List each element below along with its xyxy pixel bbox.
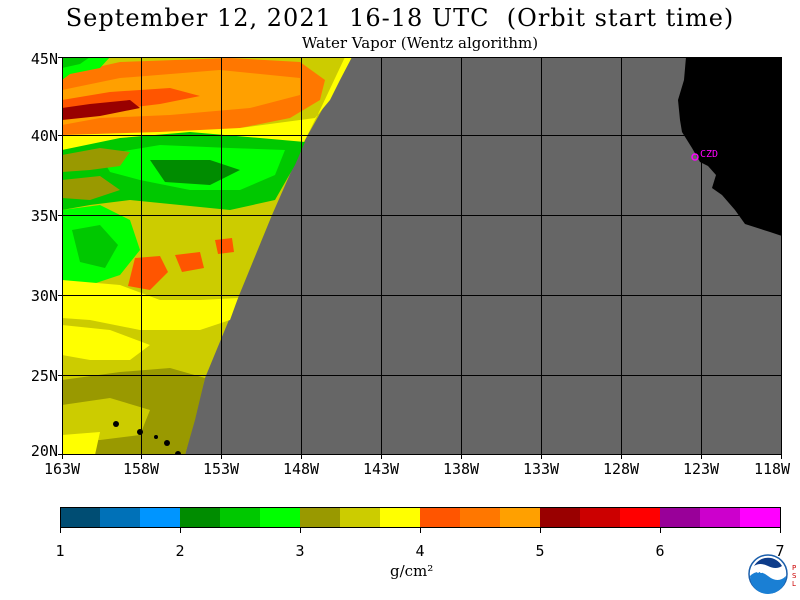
noaa-logo-text: NOAA [757,567,780,575]
color-scale-tick-label: 3 [295,542,305,560]
lon-label-148w: 148W [282,460,320,478]
lon-label-138w: 138W [442,460,480,478]
color-scale-tick-label: 7 [775,542,785,560]
lat-label-45n: 45N [30,50,58,68]
graticule [62,57,782,455]
land-mass [678,57,782,236]
station-czd-marker: CZD [691,149,718,161]
water-vapor-swath [62,57,352,455]
color-scale-units: g/cm² [390,562,434,580]
map-title: September 12, 2021 16-18 UTC (Orbit star… [65,4,735,32]
color-scale-tick-label: 6 [655,542,665,560]
lon-label-153w: 153W [202,460,240,478]
lat-label-30n: 30N [30,287,58,305]
noaa-logo: NOAA [748,554,788,594]
lon-label-118w: 118W [753,460,791,478]
map-subtitle: Water Vapor (Wentz algorithm) [301,34,539,52]
axis-ticks [58,57,782,459]
lon-label-143w: 143W [362,460,400,478]
lat-label-35n: 35N [30,207,58,225]
color-scale-tick-label: 4 [415,542,425,560]
map-frame [62,57,782,455]
color-scale-tick-label: 1 [55,542,65,560]
color-scale-tick-label: 2 [175,542,185,560]
lon-label-123w: 123W [682,460,720,478]
color-scale-tick-label: 5 [535,542,545,560]
lon-label-128w: 128W [602,460,640,478]
lon-label-133w: 133W [522,460,560,478]
lon-label-163w: 163W [43,460,81,478]
station-czd-label: CZD [700,149,718,160]
lat-label-20n: 20N [30,442,58,460]
lat-label-25n: 25N [30,367,58,385]
lon-label-158w: 158W [122,460,160,478]
lat-label-40n: 40N [30,127,58,145]
